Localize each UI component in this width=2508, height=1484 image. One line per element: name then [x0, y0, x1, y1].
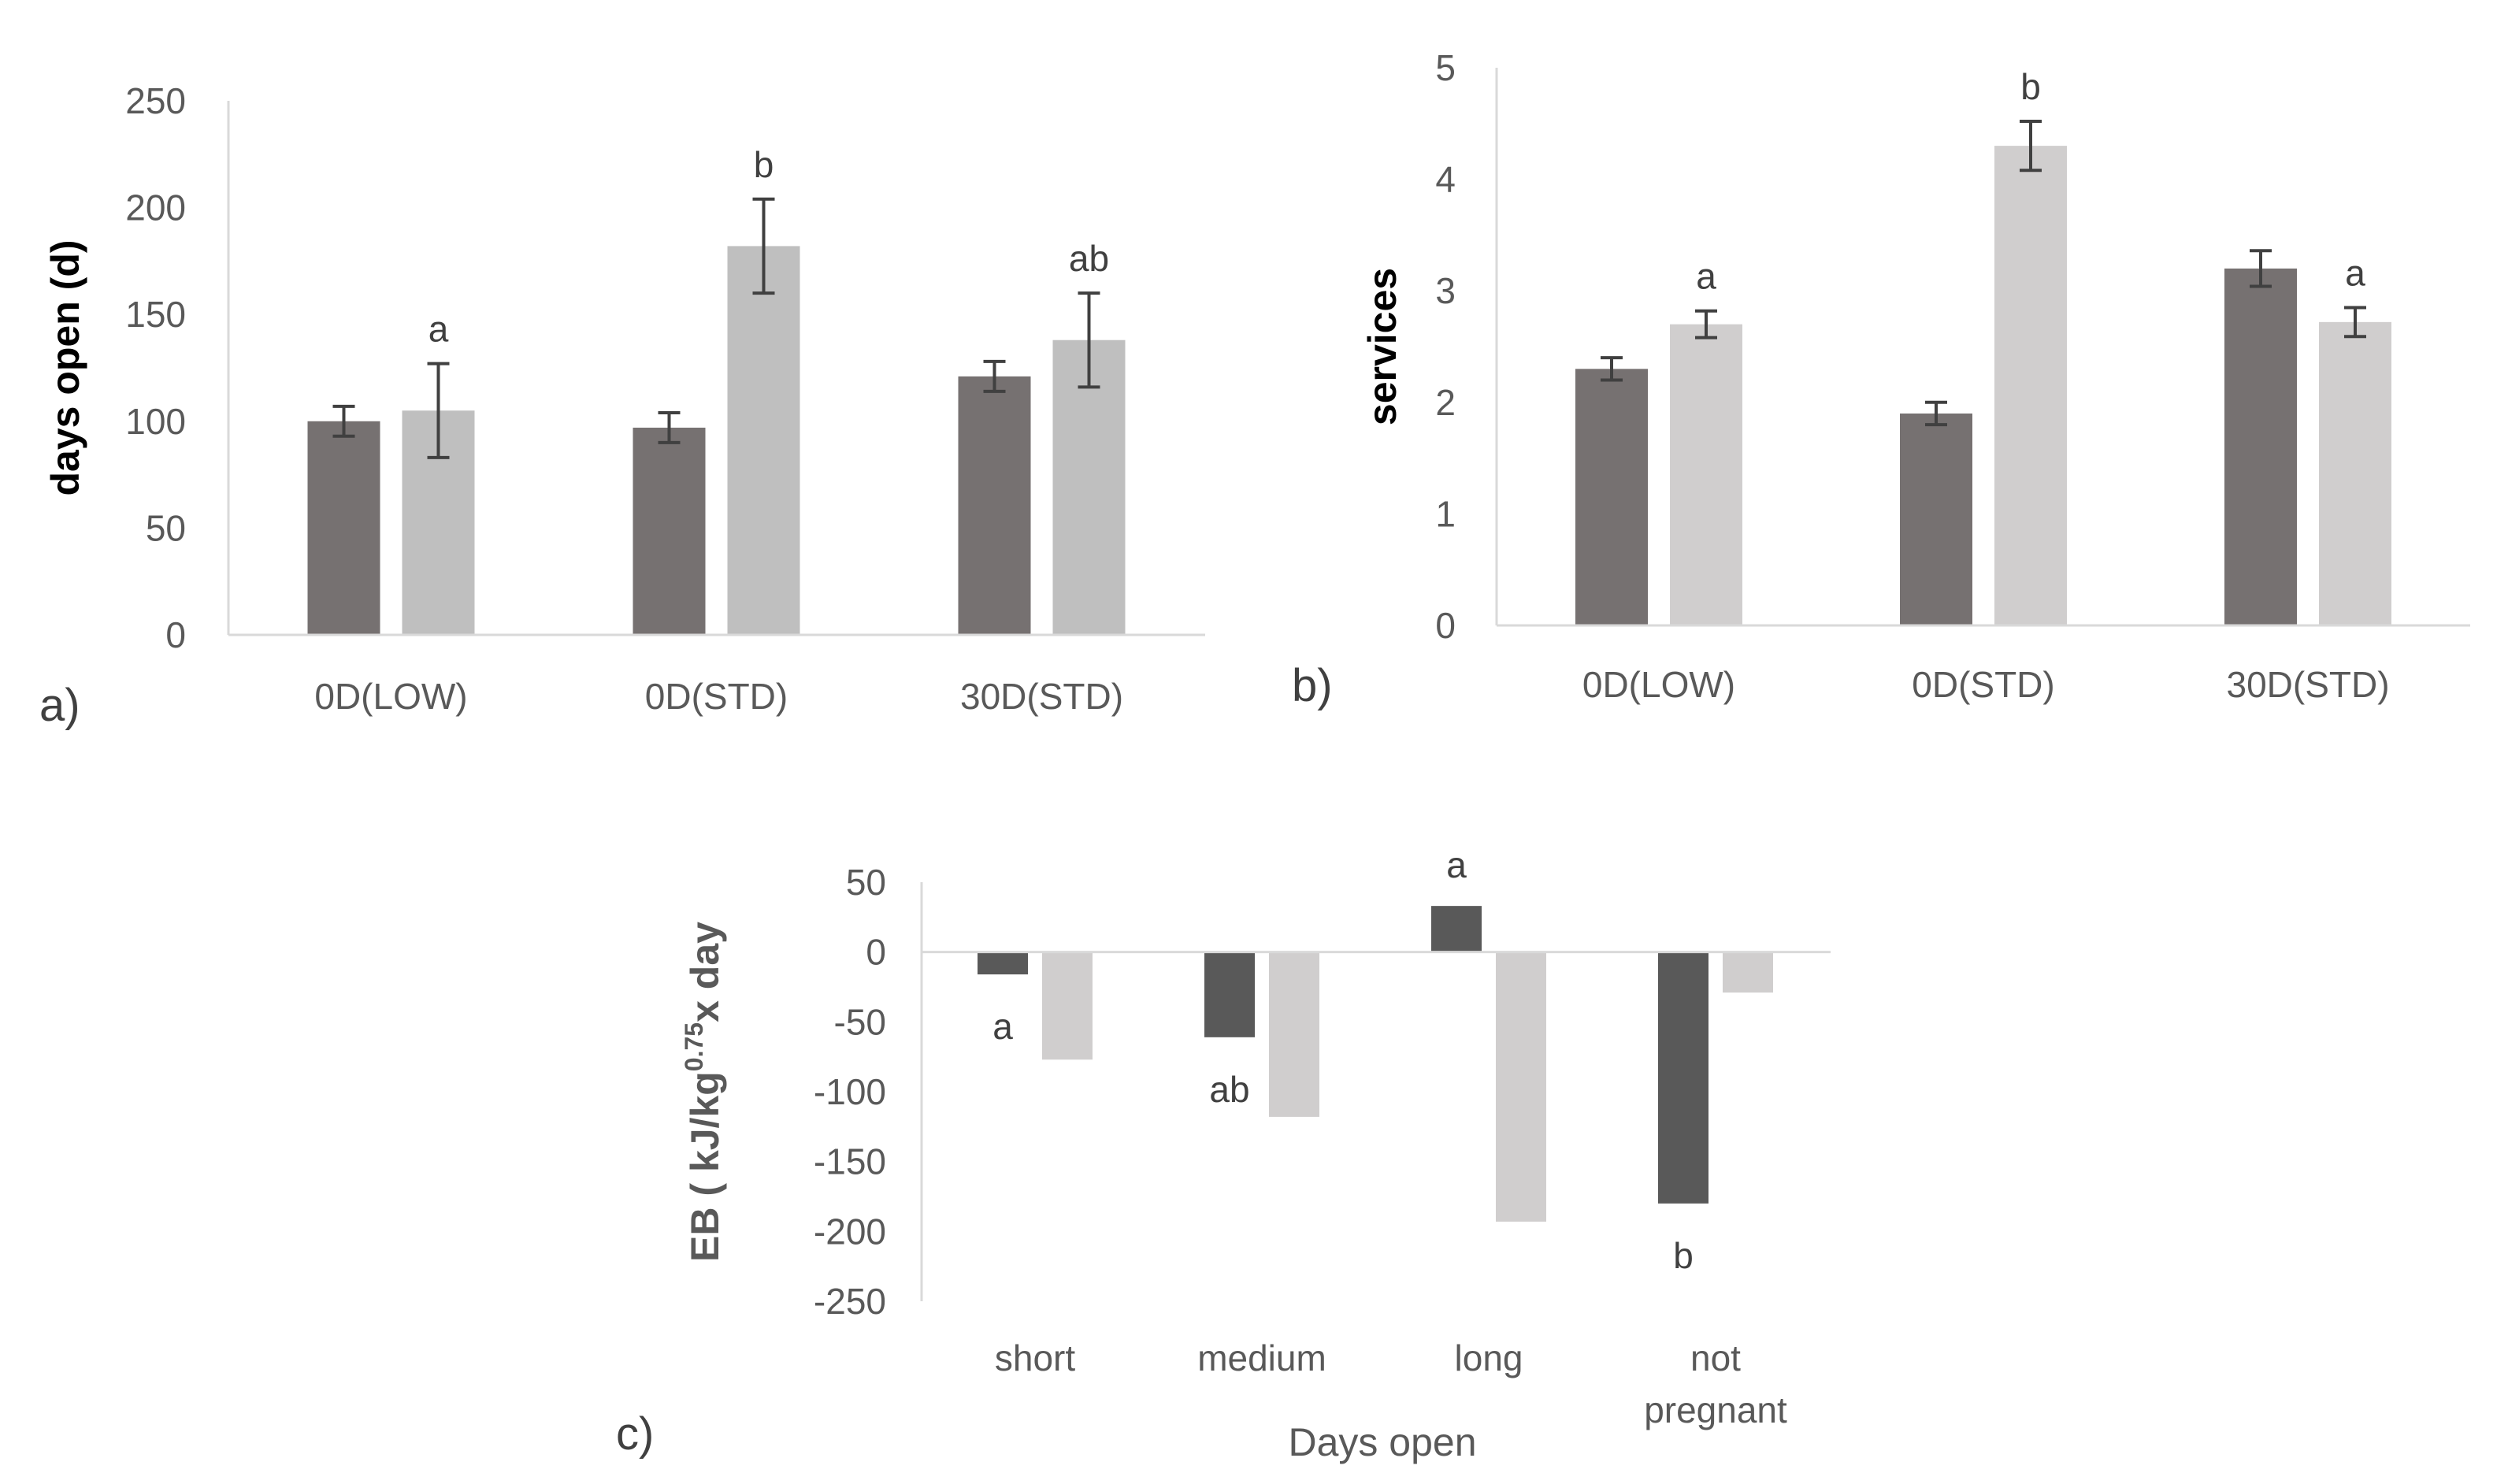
y-tick-label: 50 [146, 507, 186, 548]
y-tick-label: 2 [1435, 382, 1456, 423]
x-tick-label: not [1690, 1337, 1741, 1378]
bar-30D(STD)-series-2 [1052, 339, 1126, 635]
y-tick-label: 0 [866, 932, 886, 973]
significance-label: a [2345, 252, 2365, 293]
significance-label: b [2020, 66, 2041, 107]
chart-b-services: 0 1 2 3 4 5 a 0D(LOW) b 0D(STD) a 30D(STD) services b… [1292, 47, 2470, 711]
x-tick-label: long [1455, 1337, 1523, 1378]
y-tick-label: 250 [125, 80, 186, 121]
y-tick-label: -200 [814, 1211, 886, 1252]
y-tick-label: 100 [125, 401, 186, 442]
significance-label: a [429, 309, 449, 350]
x-tick-label: short [995, 1337, 1075, 1378]
y-tick-label: 1 [1435, 493, 1456, 534]
significance-label: b [1673, 1235, 1694, 1276]
y-tick-label: 5 [1435, 47, 1456, 88]
x-tick-label: 30D(STD) [2226, 664, 2389, 705]
bar-0D(LOW)-series-2 [1670, 324, 1742, 625]
bar-30D(STD)-series-1 [958, 376, 1031, 635]
significance-label: a [1446, 844, 1467, 885]
bar-0D(STD)-series-2 [1994, 146, 2067, 625]
chart-a-days-open: 0 50 100 150 200 250 a 0D(LOW) b 0D(STD) ab 30D(STD… [39, 80, 1205, 731]
significance-label: a [992, 1006, 1013, 1047]
x-tick-label: 0D(STD) [645, 676, 788, 717]
y-tick-label: 4 [1435, 159, 1456, 200]
bar-medium-series-1 [1204, 952, 1255, 1037]
x-tick-label: 0D(LOW) [314, 676, 467, 717]
chart-c-energy-balance: -250 -200 -150 -100 -50 0 50 a short ab medium a lon… [616, 844, 1831, 1464]
panel-label: c) [616, 1408, 654, 1460]
bar-medium-series-2 [1269, 952, 1319, 1117]
bar-0D(STD)-series-2 [727, 246, 800, 635]
y-axis-title: EB ( kJ/kg0.75x day [680, 922, 727, 1262]
y-tick-label: -100 [814, 1071, 886, 1112]
x-axis-title: Days open [1288, 1420, 1476, 1464]
bar-short-series-1 [978, 952, 1028, 975]
y-tick-label: -250 [814, 1281, 886, 1322]
y-tick-label: 200 [125, 187, 186, 228]
bar-short-series-2 [1042, 952, 1093, 1060]
y-tick-label: 3 [1435, 270, 1456, 311]
bar-0D(LOW)-series-1 [1575, 369, 1648, 625]
x-tick-label: 30D(STD) [960, 676, 1123, 717]
panel-label: a) [39, 680, 80, 731]
y-tick-label: 150 [125, 294, 186, 335]
significance-label: ab [1209, 1069, 1249, 1110]
panel-label: b) [1292, 660, 1333, 711]
bar-30D(STD)-series-1 [2224, 268, 2297, 625]
x-tick-label: medium [1197, 1337, 1326, 1378]
y-axis-title: services [1360, 268, 1404, 425]
x-tick-label: 0D(LOW) [1582, 664, 1735, 705]
y-tick-label: -150 [814, 1141, 886, 1182]
bar-0D(STD)-series-1 [633, 427, 706, 635]
bar-0D(LOW)-series-1 [307, 421, 380, 635]
significance-label: b [754, 144, 774, 185]
bar-not-pregnant-series-2 [1723, 952, 1773, 993]
y-axis-title: days open (d) [43, 239, 87, 495]
bar-not-pregnant-series-1 [1658, 952, 1708, 1204]
bar-0D(STD)-series-1 [1900, 413, 1972, 625]
significance-label: a [1696, 256, 1716, 297]
bar-30D(STD)-series-2 [2319, 321, 2391, 625]
y-tick-label: -50 [834, 1001, 886, 1042]
y-tick-label: 0 [1435, 605, 1456, 646]
y-tick-label: 0 [165, 614, 186, 655]
significance-label: ab [1069, 238, 1109, 279]
x-tick-label: 0D(STD) [1912, 664, 2054, 705]
y-tick-label: 50 [846, 862, 886, 903]
x-tick-label: pregnant [1644, 1389, 1787, 1430]
bar-long-series-1 [1431, 906, 1482, 952]
bar-long-series-2 [1496, 952, 1546, 1222]
